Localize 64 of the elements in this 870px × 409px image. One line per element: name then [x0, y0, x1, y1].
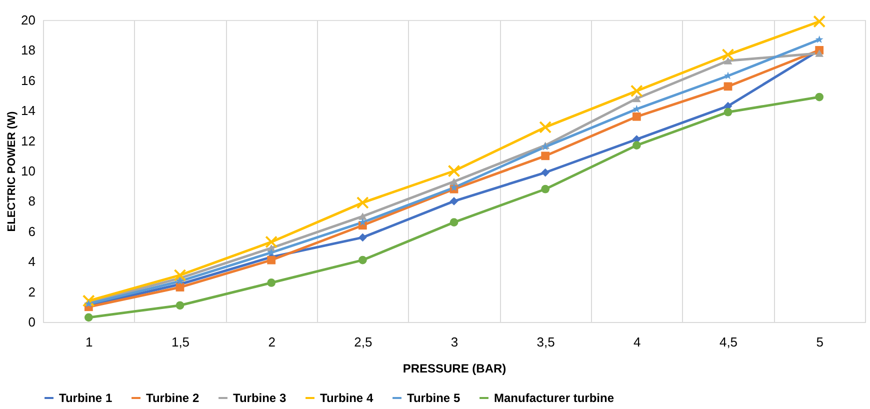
- y-tick-label: 16: [21, 72, 36, 88]
- y-tick-label: 6: [28, 224, 36, 239]
- y-tick-label: 12: [21, 133, 36, 148]
- point: [815, 92, 824, 102]
- point: [541, 152, 550, 160]
- legend-label: Turbine 2: [146, 391, 200, 405]
- point: [356, 196, 369, 209]
- x-tick-label: 3,5: [536, 334, 555, 350]
- point: [176, 301, 184, 310]
- point: [815, 50, 824, 57]
- x-tick-label: 2,5: [354, 334, 372, 350]
- point: [176, 277, 184, 285]
- point: [630, 84, 643, 98]
- y-tick-label: 18: [21, 42, 36, 58]
- point: [450, 178, 458, 186]
- x-axis-title: PRESSURE (BAR): [402, 362, 506, 376]
- point: [815, 35, 824, 44]
- legend-label: Turbine 5: [407, 391, 460, 405]
- x-tick-label: 5: [816, 334, 824, 350]
- point: [448, 164, 460, 178]
- legend-label: Manufacturer turbine: [494, 391, 614, 405]
- point: [174, 268, 186, 282]
- point: [358, 256, 367, 264]
- x-tick-label: 3: [450, 334, 458, 350]
- point: [724, 82, 732, 91]
- point: [632, 94, 641, 102]
- y-tick-label: 14: [21, 103, 36, 118]
- point: [267, 256, 276, 264]
- point: [176, 283, 184, 292]
- point: [450, 197, 458, 206]
- x-tick-label: 4: [634, 334, 641, 350]
- legend-label: Turbine 3: [233, 391, 286, 405]
- point: [450, 218, 458, 227]
- point: [358, 218, 367, 226]
- point: [722, 48, 734, 61]
- point: [813, 15, 826, 28]
- point: [267, 278, 276, 287]
- point: [724, 57, 732, 64]
- point: [539, 120, 552, 134]
- x-tick-label: 4,5: [719, 334, 738, 350]
- x-tick-label: 2: [268, 334, 276, 350]
- y-tick-label: 8: [28, 194, 36, 209]
- y-tick-label: 0: [28, 314, 36, 330]
- x-tick-label: 1: [86, 334, 93, 350]
- point: [541, 168, 550, 177]
- y-tick-label: 20: [21, 12, 36, 28]
- point: [265, 236, 278, 248]
- point: [84, 313, 93, 322]
- point: [541, 184, 550, 194]
- y-tick-label: 4: [28, 254, 36, 270]
- y-tick-label: 10: [21, 164, 36, 178]
- legend-label: Turbine 4: [320, 391, 374, 405]
- y-axis-title: ELECTRIC POWER (W): [6, 110, 18, 232]
- point: [358, 233, 367, 242]
- legend-label: Turbine 1: [59, 391, 112, 405]
- point: [267, 248, 276, 256]
- point: [632, 112, 641, 121]
- point: [724, 108, 732, 116]
- y-tick-label: 2: [28, 284, 36, 300]
- point: [82, 294, 95, 308]
- point: [632, 141, 641, 150]
- point: [358, 212, 367, 220]
- x-tick-label: 1,5: [171, 334, 190, 350]
- point: [450, 183, 458, 191]
